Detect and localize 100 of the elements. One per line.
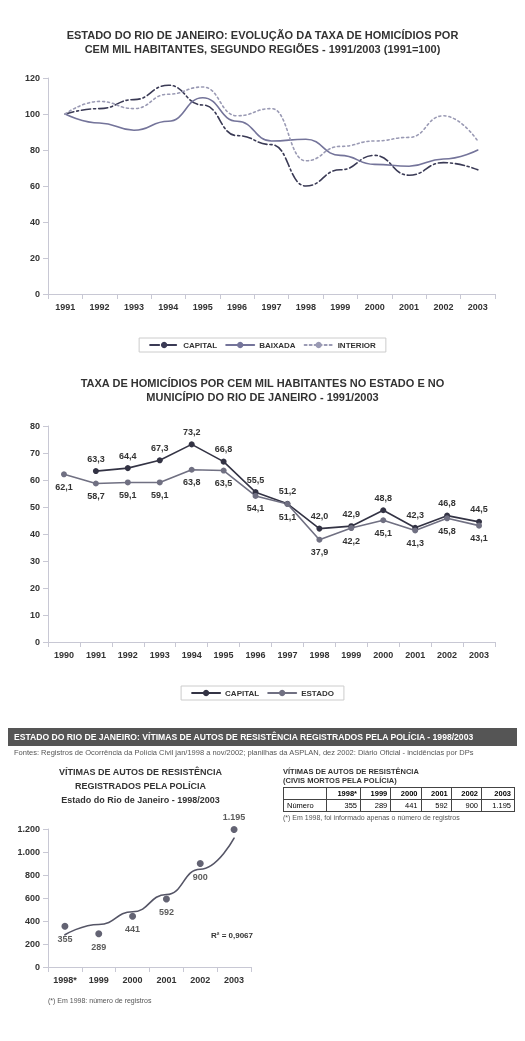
data-label: 59,1 [119, 489, 137, 500]
point [316, 536, 323, 543]
point [188, 466, 195, 473]
legend-label: CAPITAL [183, 340, 218, 350]
data-label: 1.195 [222, 811, 246, 822]
x-tick-label: 2001 [399, 301, 420, 312]
x-tick-label: 1999 [330, 301, 351, 312]
point [124, 465, 131, 472]
x-tick-label: 1998 [309, 649, 330, 660]
data-label: 43,1 [470, 533, 488, 544]
y-tick-label: 0 [34, 289, 40, 299]
x-tick-label: 2002 [433, 301, 454, 312]
x-tick-label: 2002 [437, 649, 458, 660]
annotation: R² = 0,9067 [210, 930, 254, 940]
x-tick-label: 1994 [181, 649, 202, 660]
data-label: 63,3 [87, 453, 105, 464]
data-label: 289 [91, 941, 107, 952]
line-series [64, 97, 479, 167]
data-label: 55,5 [246, 474, 265, 485]
x-tick-label: 1995 [192, 301, 213, 312]
y-tick-label: 30 [29, 556, 40, 566]
chart-title: ESTADO DO RIO DE JANEIRO: EVOLUÇÃO DA TAXA DE HOMICÍDIOS POR CEM MIL HABITANTES, SEGUNDO REGIÕES - 1991/2003 (1991=100) [65, 28, 460, 56]
x-tick-label: 1993 [149, 649, 170, 660]
data-label: 441 [125, 924, 141, 935]
data-label: 63,5 [214, 478, 233, 489]
data-label: 66,8 [214, 444, 233, 455]
x-tick-label: 1997 [277, 649, 298, 660]
point [188, 441, 195, 448]
data-label: 44,5 [470, 504, 488, 515]
x-tick-label: 2002 [190, 974, 211, 985]
x-tick-label: 1998 [295, 301, 316, 312]
x-tick-label: 1995 [213, 649, 234, 660]
data-label: 592 [158, 906, 174, 917]
data-label: 62,1 [55, 481, 73, 492]
data-label: 37,9 [310, 547, 329, 558]
y-tick-label: 50 [29, 502, 40, 512]
data-label: 42,9 [342, 508, 361, 519]
point [92, 468, 99, 475]
data-label: 42,2 [342, 535, 361, 546]
legend-label: BAIXADA [259, 340, 296, 350]
point [156, 479, 163, 486]
y-tick-label: 70 [29, 448, 40, 458]
x-tick-label: 2003 [224, 974, 245, 985]
legend-label: ESTADO [301, 688, 334, 698]
x-tick-label: 1998* [53, 974, 78, 985]
data-label: 54,1 [246, 503, 265, 514]
point [61, 922, 69, 930]
point [316, 525, 323, 532]
point [95, 930, 103, 938]
data-label: 64,4 [119, 450, 137, 461]
x-tick-label: 1999 [341, 649, 362, 660]
y-tick-label: 1.000 [17, 847, 40, 857]
point [220, 458, 227, 465]
data-label: 67,3 [150, 442, 169, 453]
data-label: 51,1 [278, 511, 297, 522]
chart-title: ESTADO DO RIO DE JANEIRO: VÍTIMAS DE AUTOS DE RESISTÊNCIA REGISTRADOS PELA POLÍCIA - 1998/2003 [8, 728, 517, 746]
y-tick-label: 60 [29, 475, 40, 485]
data-label: 900 [192, 871, 208, 882]
point [380, 507, 387, 514]
legend-label: CAPITAL [225, 688, 260, 698]
data-label: 51,2 [278, 486, 297, 497]
point [380, 517, 387, 524]
y-tick-label: 80 [29, 145, 40, 155]
y-tick-label: 20 [29, 583, 40, 593]
y-tick-label: 40 [29, 529, 40, 539]
data-label: 73,2 [182, 426, 201, 437]
x-tick-label: 2000 [122, 974, 143, 985]
point [162, 895, 170, 903]
y-tick-label: 40 [29, 217, 40, 227]
point [230, 826, 238, 834]
point [220, 467, 227, 474]
x-tick-label: 2000 [364, 301, 385, 312]
data-label: 41,3 [406, 537, 424, 548]
point [129, 912, 137, 920]
y-tick-label: 120 [24, 73, 40, 83]
point [60, 471, 67, 478]
y-tick-label: 100 [24, 109, 40, 119]
data-label: 63,8 [182, 477, 201, 488]
y-tick-label: 20 [29, 253, 40, 263]
point [124, 479, 131, 486]
x-tick-label: 1991 [85, 649, 106, 660]
x-tick-label: 2001 [405, 649, 426, 660]
x-tick-label: 1992 [117, 649, 138, 660]
x-tick-label: 1994 [158, 301, 179, 312]
data-label: 45,8 [438, 525, 456, 536]
x-tick-label: 1996 [227, 301, 248, 312]
y-tick-label: 80 [29, 421, 40, 431]
text: Estado do Rio de Janeiro - 1998/2003 [60, 794, 221, 807]
y-tick-label: 0 [34, 637, 40, 647]
x-tick-label: 1992 [89, 301, 110, 312]
legend-label: INTERIOR [337, 340, 377, 350]
x-tick-label: 1993 [123, 301, 144, 312]
line-series [64, 86, 479, 162]
x-tick-label: 1990 [53, 649, 74, 660]
x-tick-label: 1991 [55, 301, 76, 312]
y-tick-label: 1.200 [17, 824, 40, 834]
x-tick-label: 2003 [469, 649, 490, 660]
data-label: 59,1 [150, 489, 169, 500]
y-tick-label: 200 [24, 939, 40, 949]
x-tick-label: 2000 [373, 649, 394, 660]
